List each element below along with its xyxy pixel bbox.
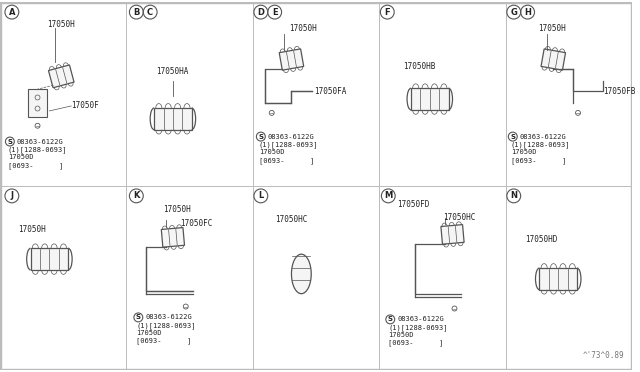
Text: E: E [272, 7, 278, 17]
Text: 17050D: 17050D [388, 332, 414, 338]
Text: 17050D: 17050D [511, 150, 536, 155]
Text: [0693-      ]: [0693- ] [8, 162, 63, 169]
Text: 08363-6122G: 08363-6122G [17, 138, 63, 145]
Text: 08363-6122G: 08363-6122G [268, 134, 314, 140]
Text: [0693-      ]: [0693- ] [136, 338, 191, 344]
Text: L: L [258, 191, 264, 201]
Text: 17050H: 17050H [538, 24, 566, 33]
Text: S: S [259, 134, 263, 140]
Text: (1)[1288-0693]: (1)[1288-0693] [259, 141, 318, 148]
Text: 17050H: 17050H [18, 225, 45, 234]
Text: 17050HD: 17050HD [525, 235, 558, 244]
Text: H: H [524, 7, 531, 17]
Text: N: N [510, 191, 517, 201]
FancyBboxPatch shape [31, 248, 68, 270]
Text: 17050H: 17050H [163, 205, 191, 214]
Text: (1)[1288-0693]: (1)[1288-0693] [136, 322, 196, 329]
Text: F: F [385, 7, 390, 17]
Text: B: B [133, 7, 140, 17]
FancyBboxPatch shape [441, 225, 464, 244]
Text: [0693-      ]: [0693- ] [388, 340, 444, 346]
FancyBboxPatch shape [49, 65, 74, 88]
Text: G: G [510, 7, 517, 17]
FancyBboxPatch shape [1, 3, 631, 369]
Text: 17050HA: 17050HA [156, 67, 189, 76]
FancyBboxPatch shape [154, 108, 191, 130]
Text: K: K [133, 191, 140, 201]
Text: 08363-6122G: 08363-6122G [520, 134, 566, 140]
Text: 17050D: 17050D [8, 154, 33, 160]
Text: M: M [384, 191, 392, 201]
Text: 17050D: 17050D [136, 330, 162, 336]
Text: 17050F: 17050F [71, 102, 99, 110]
Text: 17050H: 17050H [289, 24, 317, 33]
Text: J: J [10, 191, 13, 201]
Text: 17050HC: 17050HC [275, 215, 307, 224]
Text: (1)[1288-0693]: (1)[1288-0693] [8, 146, 67, 153]
FancyBboxPatch shape [411, 88, 449, 110]
Text: A: A [8, 7, 15, 17]
Text: 17050FC: 17050FC [180, 219, 212, 228]
FancyBboxPatch shape [540, 268, 577, 290]
Text: (1)[1288-0693]: (1)[1288-0693] [388, 324, 448, 331]
Text: 17050HC: 17050HC [443, 213, 475, 222]
Text: S: S [388, 316, 393, 323]
FancyBboxPatch shape [279, 49, 304, 70]
Text: 17050H: 17050H [47, 20, 75, 29]
Text: 17050FB: 17050FB [603, 87, 635, 96]
Text: (1)[1288-0693]: (1)[1288-0693] [511, 141, 570, 148]
Ellipse shape [291, 254, 311, 294]
Text: S: S [510, 134, 515, 140]
Text: 08363-6122G: 08363-6122G [145, 314, 192, 320]
Text: 17050FA: 17050FA [314, 87, 347, 96]
Text: ^'73^0.89: ^'73^0.89 [583, 351, 625, 360]
Text: 17050HB: 17050HB [403, 62, 435, 71]
Text: [0693-      ]: [0693- ] [511, 157, 566, 164]
Text: D: D [257, 7, 264, 17]
Text: S: S [136, 314, 141, 320]
Text: 08363-6122G: 08363-6122G [397, 316, 444, 323]
Text: C: C [147, 7, 153, 17]
FancyBboxPatch shape [161, 228, 184, 247]
Text: [0693-      ]: [0693- ] [259, 157, 314, 164]
Text: 17050FD: 17050FD [397, 200, 429, 209]
Text: S: S [8, 138, 12, 145]
Text: 17050D: 17050D [259, 150, 284, 155]
FancyBboxPatch shape [28, 89, 47, 117]
FancyBboxPatch shape [541, 49, 566, 70]
